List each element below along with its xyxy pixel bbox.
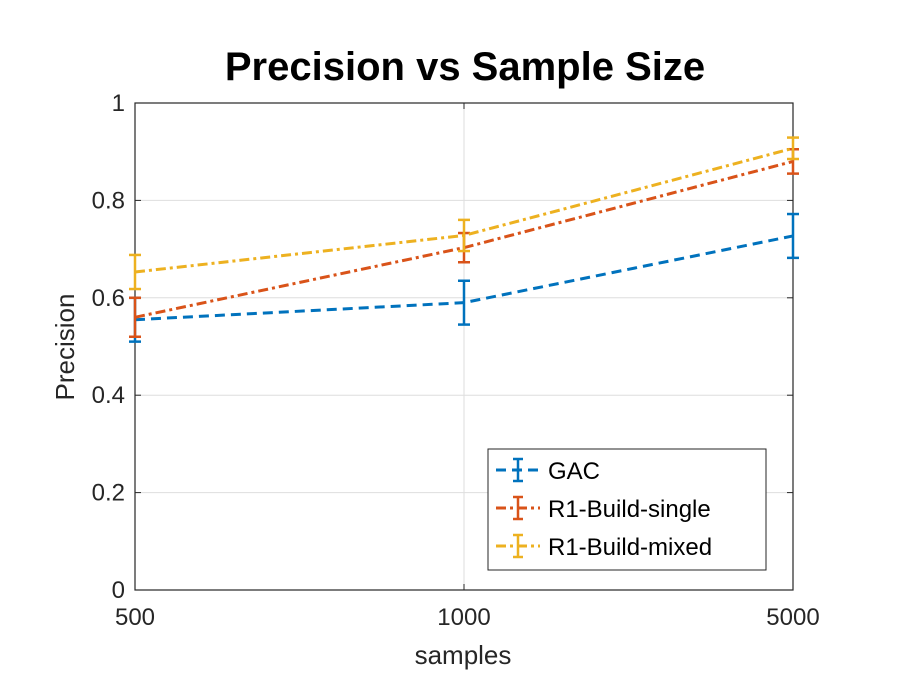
x-tick-label: 5000 bbox=[766, 604, 819, 631]
legend-item: R1-Build-mixed bbox=[496, 533, 712, 561]
legend-label: GAC bbox=[548, 458, 600, 485]
x-tick-label: 1000 bbox=[437, 604, 490, 631]
y-tick-label: 0.8 bbox=[92, 187, 125, 214]
series-layer bbox=[129, 136, 799, 343]
y-axis: 0 0.2 0.4 0.6 0.8 1 bbox=[92, 90, 793, 604]
x-axis: 500 1000 5000 bbox=[115, 103, 820, 631]
y-axis-label: Precision bbox=[50, 294, 80, 401]
y-tick-label: 0.2 bbox=[92, 480, 125, 507]
legend-label: R1-Build-mixed bbox=[548, 534, 712, 561]
legend-item: R1-Build-single bbox=[496, 495, 711, 523]
x-tick-label: 500 bbox=[115, 604, 155, 631]
y-tick-label: 1 bbox=[112, 90, 125, 117]
error-bar bbox=[458, 279, 470, 326]
error-bar bbox=[129, 296, 141, 339]
y-tick-label: 0.6 bbox=[92, 285, 125, 312]
legend-label: R1-Build-single bbox=[548, 496, 711, 523]
chart-title: Precision vs Sample Size bbox=[225, 45, 705, 89]
series-r1-build-mixed bbox=[129, 136, 799, 291]
error-bar bbox=[787, 136, 799, 161]
legend-item: GAC bbox=[496, 457, 600, 485]
y-tick-label: 0.4 bbox=[92, 382, 125, 409]
error-bar bbox=[787, 212, 799, 260]
legend: GAC R1-Build-single R1-Build-mixed bbox=[487, 448, 767, 571]
error-bar bbox=[129, 253, 141, 291]
x-axis-label: samples bbox=[415, 640, 512, 670]
error-bar bbox=[458, 218, 470, 253]
y-tick-label: 0 bbox=[112, 577, 125, 604]
